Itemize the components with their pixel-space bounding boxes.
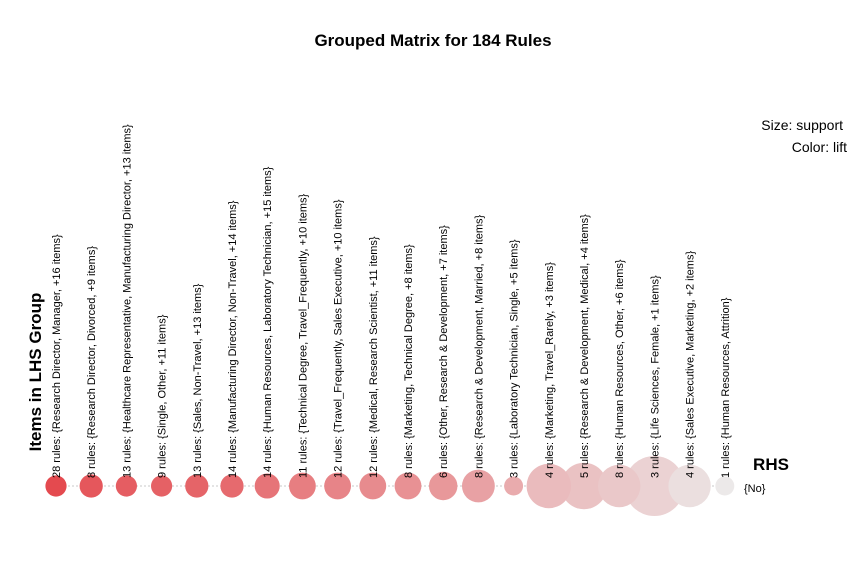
- group-label: 8 rules: {Marketing, Technical Degree, +…: [403, 244, 415, 478]
- group-label: 14 rules: {Manufacturing Director, Non-T…: [227, 200, 239, 478]
- bubble-mark: [79, 474, 103, 498]
- bubble-mark: [597, 464, 641, 508]
- bubble-mark: [526, 463, 572, 509]
- group-label: 3 rules: {Laboratory Technician, Single,…: [509, 239, 521, 478]
- group-label: 8 rules: {Research Director, Divorced, +…: [86, 246, 98, 478]
- bubble-mark: [288, 472, 316, 500]
- group-label: 6 rules: {Other, Research & Development,…: [438, 225, 450, 478]
- group-label: 12 rules: {Medical, Research Scientist, …: [368, 236, 380, 478]
- group-label: 8 rules: {Human Resources, Other, +6 ite…: [614, 259, 626, 478]
- legend-color: Color: lift: [792, 139, 847, 155]
- chart-title: Grouped Matrix for 184 Rules: [314, 31, 551, 50]
- x-axis-title: Items in LHS Group: [26, 293, 45, 452]
- bubble-mark: [668, 464, 711, 508]
- group-label: 3 rules: {Life Sciences, Female, +1 item…: [649, 275, 661, 478]
- group-label: 9 rules: {Single, Other, +11 items}: [157, 314, 169, 478]
- bubble-mark: [150, 475, 173, 497]
- group-label: 4 rules: {Sales Executive, Marketing, +2…: [685, 251, 697, 478]
- bubble-mark: [624, 456, 685, 516]
- group-label: 13 rules: {Sales, Non-Travel, +13 items}: [192, 283, 204, 478]
- bubble-mark: [220, 474, 244, 498]
- bubble-mark: [560, 462, 608, 510]
- bubble-mark: [715, 476, 735, 496]
- rhs-tick-label: {No}: [744, 483, 766, 495]
- group-label: 5 rules: {Research & Development, Medica…: [579, 214, 591, 478]
- bubble-mark: [115, 475, 138, 497]
- group-label: 28 rules: {Research Director, Manager, +…: [51, 234, 63, 478]
- bubble-mark: [324, 472, 352, 500]
- legend-size: Size: support: [761, 117, 843, 133]
- y-axis-title: RHS: [753, 455, 789, 474]
- bubble-mark: [254, 473, 280, 499]
- group-label: 14 rules: {Human Resources, Laboratory T…: [262, 166, 274, 478]
- bubble-mark: [428, 471, 458, 501]
- bubble-mark: [461, 469, 495, 503]
- bubble-mark: [185, 474, 209, 498]
- group-label: 13 rules: {Healthcare Representative, Ma…: [121, 124, 133, 478]
- bubble-mark: [394, 472, 422, 500]
- group-labels: 28 rules: {Research Director, Manager, +…: [51, 124, 732, 478]
- bubble-mark: [359, 472, 387, 500]
- bubble-mark: [45, 475, 67, 497]
- group-label: 11 rules: {Technical Degree, Travel_Freq…: [297, 193, 309, 478]
- group-label: 12 rules: {Travel_Frequently, Sales Exec…: [333, 199, 345, 478]
- group-label: 4 rules: {Marketing, Travel_Rarely, +3 i…: [544, 262, 556, 478]
- group-label: 1 rules: {Human Resources, Attrition}: [720, 297, 732, 478]
- bubble-marks: [45, 456, 735, 516]
- bubble-mark: [504, 476, 524, 496]
- group-label: 8 rules: {Research & Development, Marrie…: [473, 214, 485, 478]
